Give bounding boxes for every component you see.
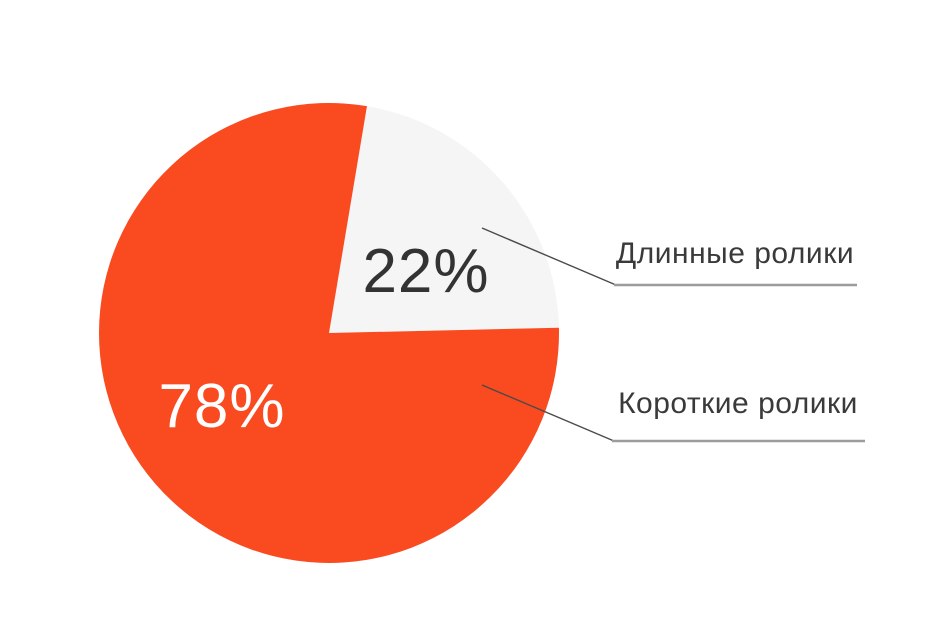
pie-slice-0	[329, 106, 559, 334]
callout-diagonal-line-short-videos	[481, 384, 615, 442]
pie-slice-1	[98, 102, 559, 563]
callout-lines	[481, 227, 865, 443]
pie-slices	[98, 102, 559, 563]
callout-diagonal-line-long-videos	[481, 227, 617, 286]
